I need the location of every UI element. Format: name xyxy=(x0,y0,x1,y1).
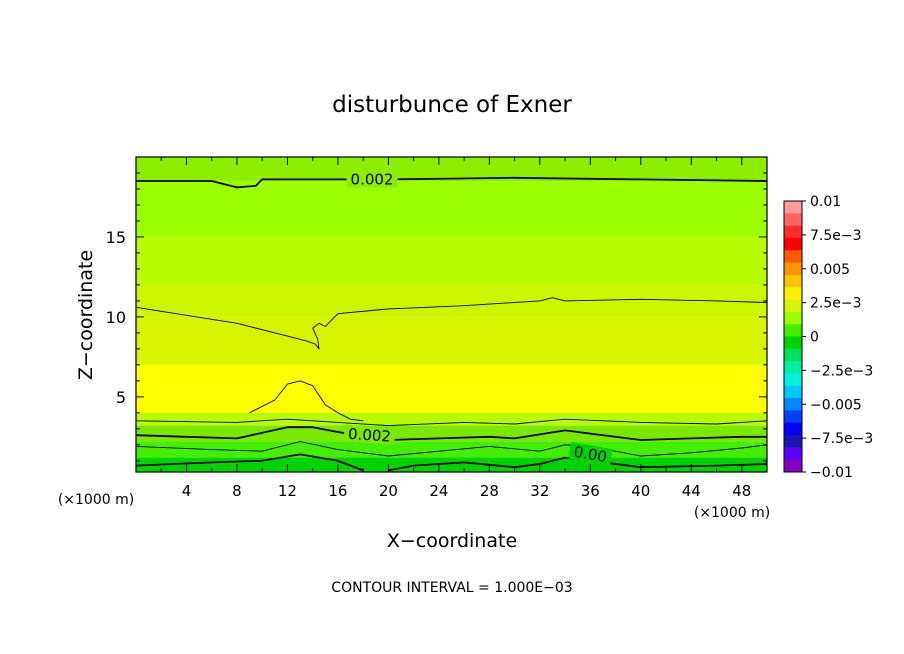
contour-label-text-2: 0.00 xyxy=(572,443,608,467)
colorbar-swatch xyxy=(784,213,802,227)
x-axis: 4 8 12 16 20 24 28 32 36 40 44 48 xyxy=(160,157,751,500)
colorbar-label: 0.005 xyxy=(810,262,850,278)
colorbar-swatch xyxy=(784,287,802,301)
field-band-1 xyxy=(136,180,767,237)
x-unit-right: (×1000 m) xyxy=(694,505,770,521)
colorbar-swatch xyxy=(784,201,802,214)
colorbar-label: 0.01 xyxy=(810,194,841,210)
field-band-7 xyxy=(136,425,767,442)
colorbar-swatch xyxy=(784,262,802,276)
x-tick-label: 8 xyxy=(232,482,242,500)
x-tick-label: 20 xyxy=(379,482,398,500)
y-tick-label: 15 xyxy=(106,228,126,247)
x-tick-label: 48 xyxy=(732,482,751,500)
colorbar-label: 2.5e−3 xyxy=(810,296,862,312)
colorbar-swatch xyxy=(784,299,802,313)
contour-label-0: 0.002 xyxy=(346,170,398,188)
field-band-0 xyxy=(136,157,767,181)
high-region-0 xyxy=(136,366,269,410)
contour-interval-footer: CONTOUR INTERVAL = 1.000E−03 xyxy=(331,580,572,596)
colorbar-swatch xyxy=(784,274,802,288)
colorbar-swatch xyxy=(784,398,802,411)
contour-label-text-1: 0.002 xyxy=(347,425,391,446)
contour-line-6 xyxy=(135,453,364,472)
colorbar-swatch xyxy=(784,361,802,374)
contour-label-1: 0.002 xyxy=(343,424,396,446)
x-tick-label: 16 xyxy=(328,482,347,500)
colorbar-swatch xyxy=(784,250,802,264)
contour-line-0 xyxy=(136,176,768,189)
colorbar-label: −0.01 xyxy=(810,465,853,481)
colorbar-swatch xyxy=(784,311,802,325)
colorbar-swatch xyxy=(784,459,802,473)
colorbar-swatch xyxy=(784,447,802,461)
contour-label-2: 0.00 xyxy=(568,441,613,467)
colorbar-swatch xyxy=(784,225,802,239)
contour-line-4 xyxy=(135,426,767,441)
x-tick-label: 40 xyxy=(631,482,650,500)
contour-line-3 xyxy=(135,418,768,427)
colorbar-swatch xyxy=(784,348,802,362)
chart-title: disturbunce of Exner xyxy=(332,92,572,118)
field-band-2 xyxy=(136,236,767,285)
high-region-1 xyxy=(356,364,767,412)
field-band-6 xyxy=(136,412,767,426)
colorbar-swatch xyxy=(784,237,802,251)
contour-label-text-0: 0.002 xyxy=(351,170,394,188)
colorbar-label: −2.5e−3 xyxy=(810,363,873,379)
x-unit-left: (×1000 m) xyxy=(58,492,134,508)
y-tick-label: 10 xyxy=(106,308,126,327)
plot-area: 0.002 0.002 0.00 xyxy=(135,156,768,473)
x-tick-label: 44 xyxy=(682,482,701,500)
x-tick-label: 12 xyxy=(278,482,297,500)
x-axis-label: X−coordinate xyxy=(387,530,517,552)
field-band-4 xyxy=(136,316,767,365)
field-band-9 xyxy=(136,457,767,472)
colorbar-swatch xyxy=(784,385,802,399)
field-band-3 xyxy=(136,284,767,317)
plot-frame xyxy=(135,156,768,473)
x-tick-label: 28 xyxy=(480,482,499,500)
contour-line-5 xyxy=(135,441,768,457)
y-axis-label: Z−coordinate xyxy=(75,250,97,380)
colorbar-swatch xyxy=(784,410,802,424)
contour-line-1 xyxy=(135,297,768,350)
colorbar-label: 0 xyxy=(810,330,819,346)
colorbar-swatch xyxy=(784,373,802,387)
x-tick-label: 36 xyxy=(581,482,600,500)
colorbar-swatch xyxy=(784,435,802,448)
colorbar-swatch xyxy=(784,422,802,436)
y-axis: 5 10 15 xyxy=(106,172,767,462)
colorbar: 0.01 7.5e−3 0.005 2.5e−3 0 −2.5e−3 −0.005 −7.5e… xyxy=(783,194,873,481)
colorbar-label: −0.005 xyxy=(810,397,862,413)
x-tick-label: 4 xyxy=(182,482,192,500)
y-tick-label: 5 xyxy=(116,388,126,407)
colorbar-swatch xyxy=(784,324,802,337)
colorbar-label: −7.5e−3 xyxy=(810,431,873,447)
colorbar-swatch xyxy=(784,336,802,350)
colorbar-label: 7.5e−3 xyxy=(810,228,862,244)
x-tick-label: 32 xyxy=(530,482,549,500)
x-tick-label: 24 xyxy=(429,482,448,500)
contour-line-2 xyxy=(249,380,364,422)
